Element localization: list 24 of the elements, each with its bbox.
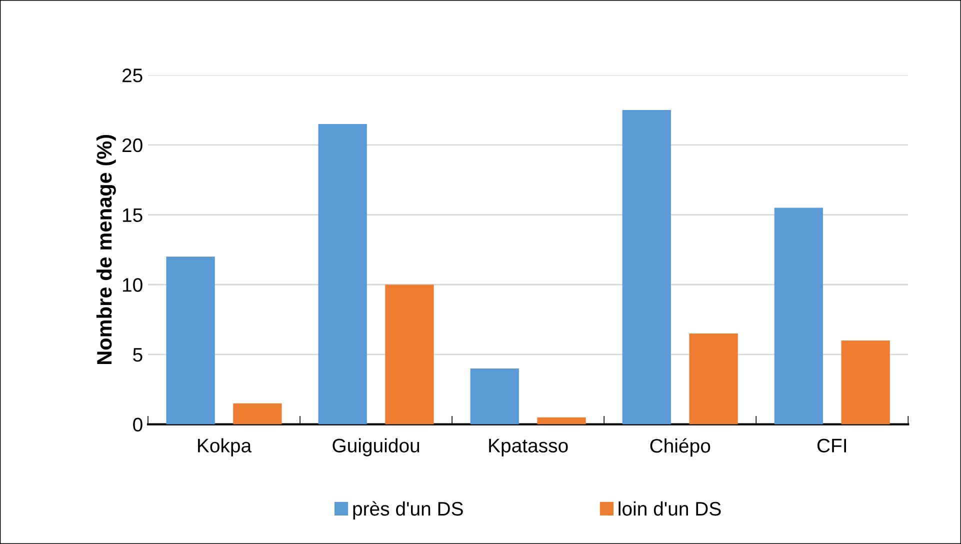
x-tick-label: CFI (817, 438, 846, 452)
y-tick-label: 15 (122, 208, 142, 222)
bar (233, 403, 282, 424)
bar (166, 256, 215, 424)
y-tick-label: 0 (133, 418, 142, 432)
x-tick-label: Chiépo (650, 438, 710, 457)
bar (689, 334, 738, 424)
bar (470, 368, 519, 424)
bar (318, 124, 367, 424)
y-tick-label: 25 (122, 68, 142, 82)
bar (841, 340, 890, 424)
bar (622, 110, 671, 424)
bar (774, 208, 824, 424)
bar (537, 417, 586, 424)
y-axis-title: Nombre de menage (%) (96, 134, 116, 364)
x-tick-label: Guiguidou (332, 438, 420, 456)
x-tick-label: Kokpa (198, 438, 252, 456)
y-tick-label: 10 (122, 278, 142, 292)
bar (385, 284, 434, 424)
y-tick-label: 5 (133, 348, 142, 362)
legend-label: près d'un DS (353, 501, 463, 520)
x-tick-label: Kpatasso (489, 438, 568, 456)
legend-label: loin d'un DS (618, 501, 721, 516)
y-tick-label: 20 (122, 138, 142, 152)
